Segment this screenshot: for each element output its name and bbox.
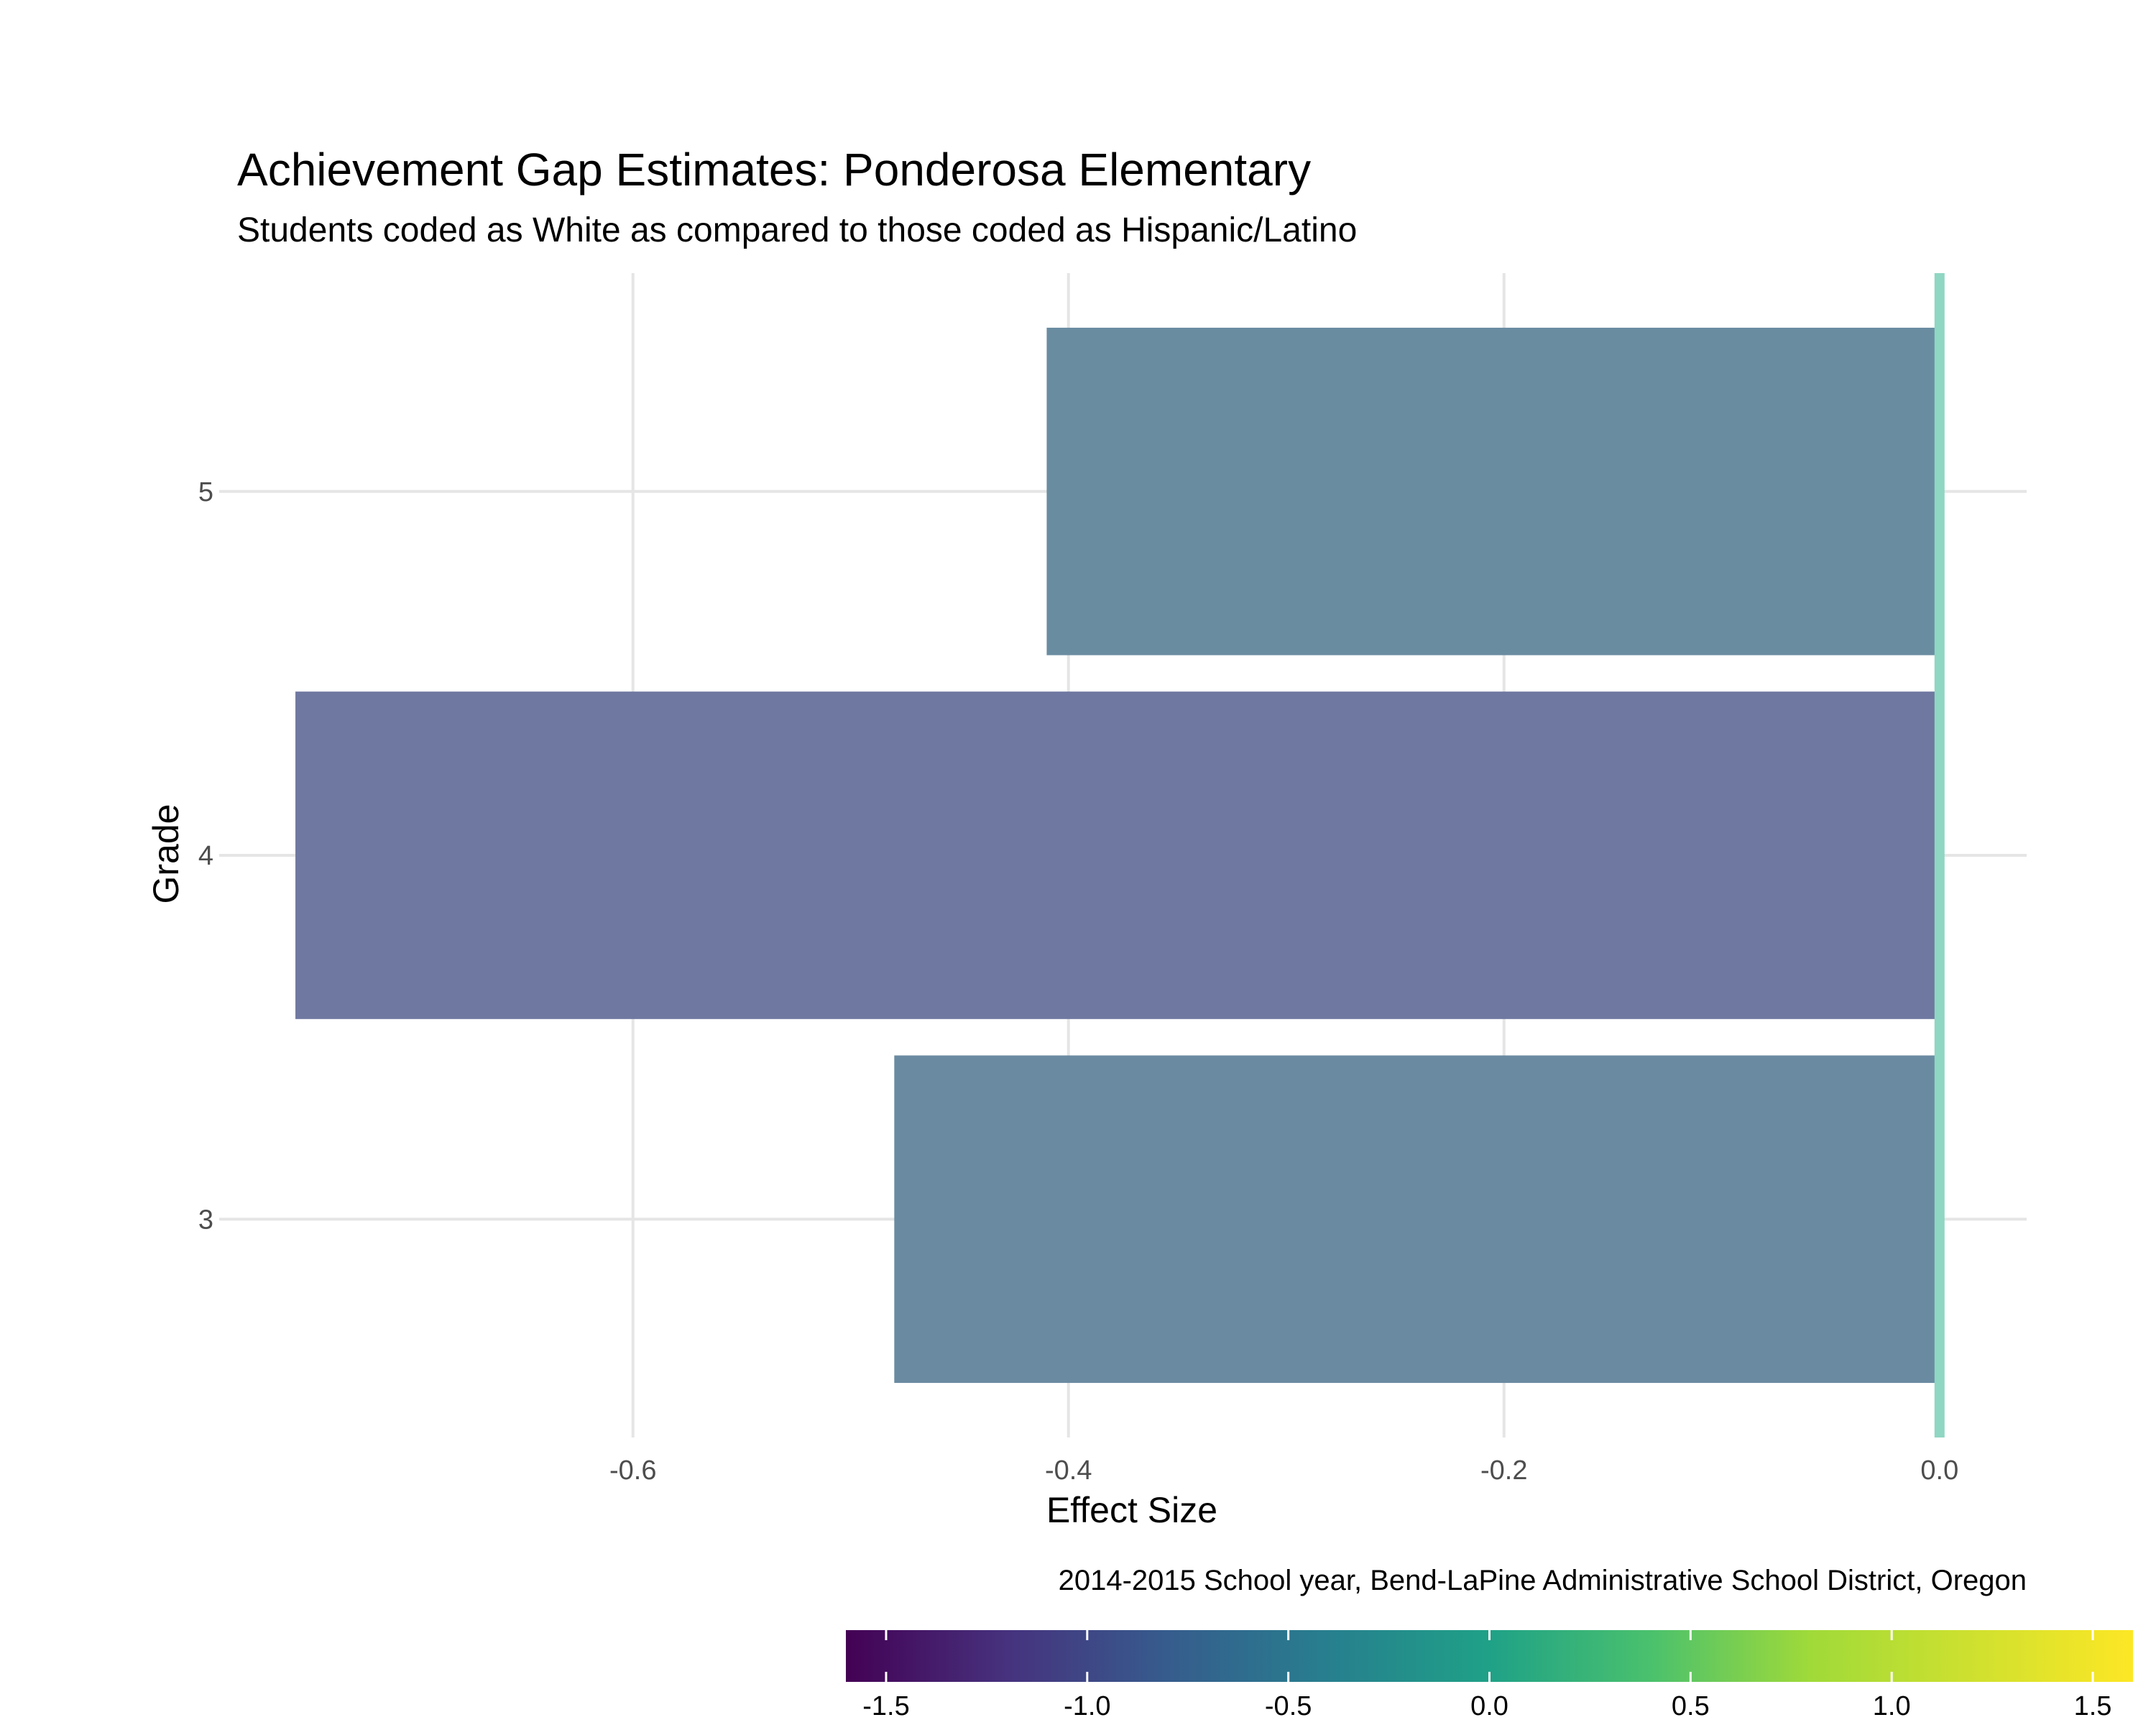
y-tick-label: 5 bbox=[198, 477, 213, 507]
colorbar-tick-label: 1.0 bbox=[1873, 1691, 1911, 1721]
x-tick-label: -0.4 bbox=[1045, 1455, 1092, 1486]
y-tick-labels: 3 4 5 bbox=[198, 477, 213, 1236]
chart-title: Achievement Gap Estimates: Ponderosa Ele… bbox=[237, 144, 1311, 196]
y-tick-label: 4 bbox=[198, 841, 213, 871]
chart-subtitle: Students coded as White as compared to t… bbox=[237, 211, 1357, 249]
x-tick-labels: -0.6 -0.4 -0.2 0.0 bbox=[609, 1455, 1958, 1486]
colorbar-tick-label: 0.5 bbox=[1672, 1691, 1710, 1721]
y-tick-label: 3 bbox=[198, 1205, 213, 1235]
chart-caption: 2014-2015 School year, Bend-LaPine Admin… bbox=[1059, 1565, 2027, 1596]
colorbar-tick-label: -1.0 bbox=[1064, 1691, 1110, 1721]
bars bbox=[295, 327, 1940, 1384]
x-axis-title: Effect Size bbox=[1046, 1490, 1217, 1530]
x-tick-label: -0.2 bbox=[1480, 1455, 1527, 1486]
y-axis-title: Grade bbox=[146, 804, 186, 904]
colorbar-tick-label: -1.5 bbox=[862, 1691, 909, 1721]
colorbar-ticks: -1.5 -1.0 -0.5 0.0 0.5 1.0 1.5 bbox=[862, 1630, 2111, 1721]
colorbar-tick-label: 0.0 bbox=[1470, 1691, 1508, 1721]
bar-grade-3 bbox=[894, 1055, 1940, 1384]
x-tick-label: 0.0 bbox=[1920, 1455, 1958, 1486]
x-tick-label: -0.6 bbox=[609, 1455, 656, 1486]
bar-grade-5 bbox=[1046, 327, 1940, 656]
colorbar-tick-label: -0.5 bbox=[1265, 1691, 1312, 1721]
colorbar-tick-label: 1.5 bbox=[2074, 1691, 2112, 1721]
bar-grade-4 bbox=[295, 691, 1940, 1019]
